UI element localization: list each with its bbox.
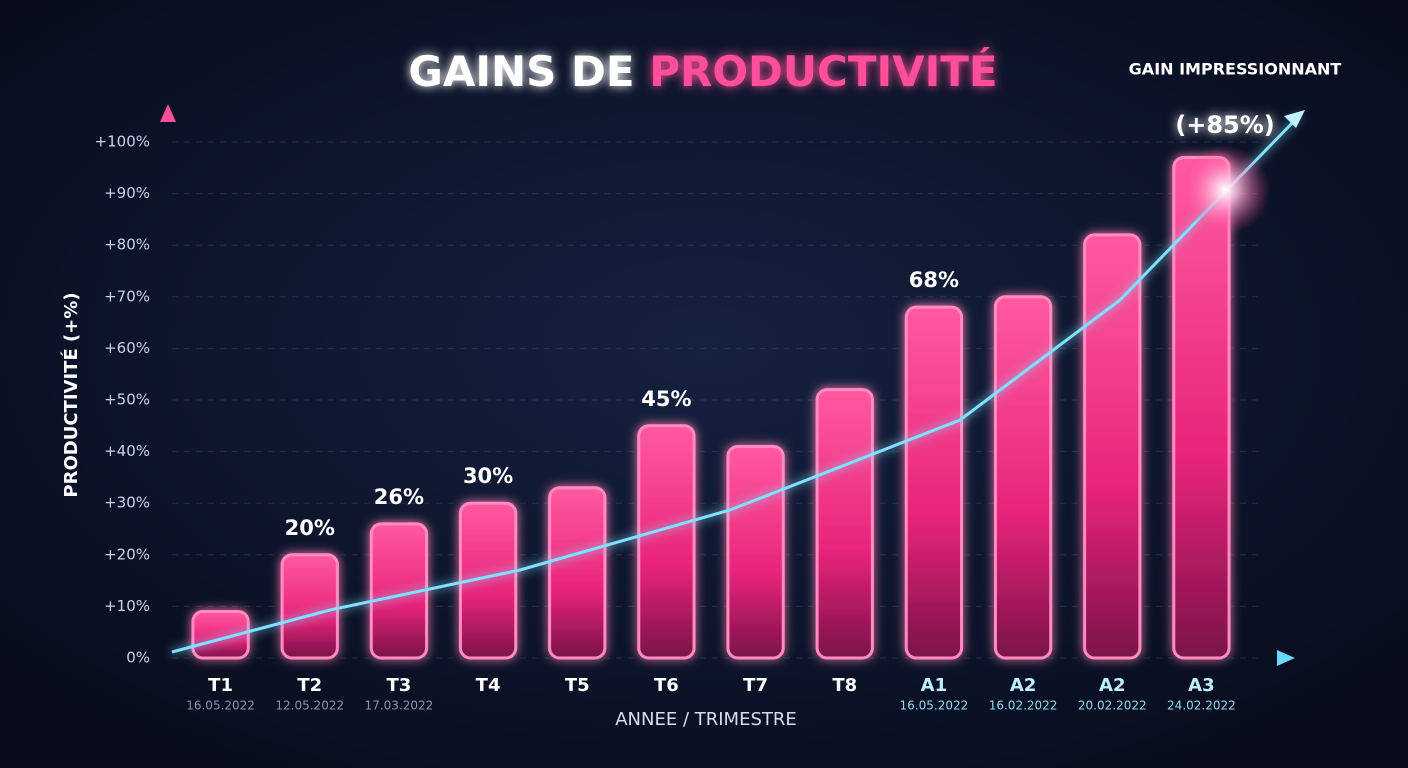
x-tick-date: 16.05.2022 bbox=[900, 699, 969, 713]
trend-arrow-head bbox=[1284, 110, 1305, 128]
y-tick-label: +50% bbox=[104, 391, 150, 409]
x-tick-label: T7 bbox=[743, 675, 768, 696]
data-label: 20% bbox=[285, 516, 335, 540]
x-tick-date: 16.05.2022 bbox=[186, 699, 255, 713]
title-main: GAINS DE bbox=[408, 47, 634, 96]
bar bbox=[548, 486, 607, 660]
y-tick-label: +90% bbox=[104, 184, 150, 202]
title-highlight: PRODUCTIVITÉ bbox=[649, 46, 997, 96]
x-tick-date: 12.05.2022 bbox=[275, 699, 344, 713]
bar bbox=[726, 444, 785, 660]
y-tick-label: +40% bbox=[104, 442, 150, 460]
x-tick-label: T3 bbox=[387, 675, 412, 696]
x-tick-label: T6 bbox=[654, 675, 679, 696]
x-axis-label: ANNEE / TRIMESTRE bbox=[615, 709, 797, 730]
x-tick-date: 24.02.2022 bbox=[1167, 699, 1236, 713]
x-tick-label: T4 bbox=[476, 675, 501, 696]
x-tick-label: A1 bbox=[921, 675, 947, 696]
y-tick-label: +20% bbox=[104, 545, 150, 563]
bar bbox=[815, 388, 874, 660]
title: GAINS DE PRODUCTIVITÉ bbox=[408, 46, 997, 96]
y-tick-label: +100% bbox=[95, 133, 150, 151]
trend-arrow bbox=[171, 113, 1302, 654]
x-tick-label: T1 bbox=[208, 675, 233, 696]
annotation-1: GAIN IMPRESSIONNANT bbox=[1129, 60, 1342, 79]
annotation-value: (+85%) bbox=[1175, 111, 1275, 139]
y-tick-label: +70% bbox=[104, 287, 150, 305]
y-tick-label: 0% bbox=[126, 649, 150, 667]
bar bbox=[280, 553, 339, 660]
x-tick-label: A2 bbox=[1099, 675, 1125, 696]
x-tick-label: T5 bbox=[565, 675, 590, 696]
x-tick-label: A2 bbox=[1010, 675, 1036, 696]
y-axis-label: PRODUCTIVITÉ (+%) bbox=[60, 292, 82, 497]
bar bbox=[993, 295, 1053, 660]
data-label: 68% bbox=[909, 268, 959, 292]
data-label: 45% bbox=[641, 387, 691, 411]
bar bbox=[904, 305, 964, 660]
x-axis-arrow bbox=[1277, 650, 1295, 666]
flare bbox=[1180, 145, 1270, 235]
x-tick-date: 17.03.2022 bbox=[365, 699, 434, 713]
data-label: 26% bbox=[374, 485, 424, 509]
y-axis-arrow bbox=[160, 104, 176, 122]
bar bbox=[1083, 233, 1142, 660]
x-tick-label: T2 bbox=[297, 675, 322, 696]
y-tick-label: +30% bbox=[104, 494, 150, 512]
x-tick-date: 16.02.2022 bbox=[989, 699, 1058, 713]
bar bbox=[637, 424, 696, 660]
x-tick-date: 20.02.2022 bbox=[1078, 699, 1147, 713]
data-label: 30% bbox=[463, 464, 513, 488]
y-tick-label: +60% bbox=[104, 339, 150, 357]
y-tick-label: +10% bbox=[104, 597, 150, 615]
x-tick-label: A3 bbox=[1188, 675, 1214, 696]
bars bbox=[191, 155, 1231, 660]
x-tick-label: T8 bbox=[832, 675, 857, 696]
y-tick-label: +80% bbox=[104, 236, 150, 254]
